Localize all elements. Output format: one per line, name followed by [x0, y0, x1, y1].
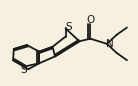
Text: S: S	[21, 65, 27, 75]
Text: O: O	[86, 15, 95, 25]
Text: S: S	[66, 22, 72, 32]
Text: N: N	[106, 39, 113, 49]
